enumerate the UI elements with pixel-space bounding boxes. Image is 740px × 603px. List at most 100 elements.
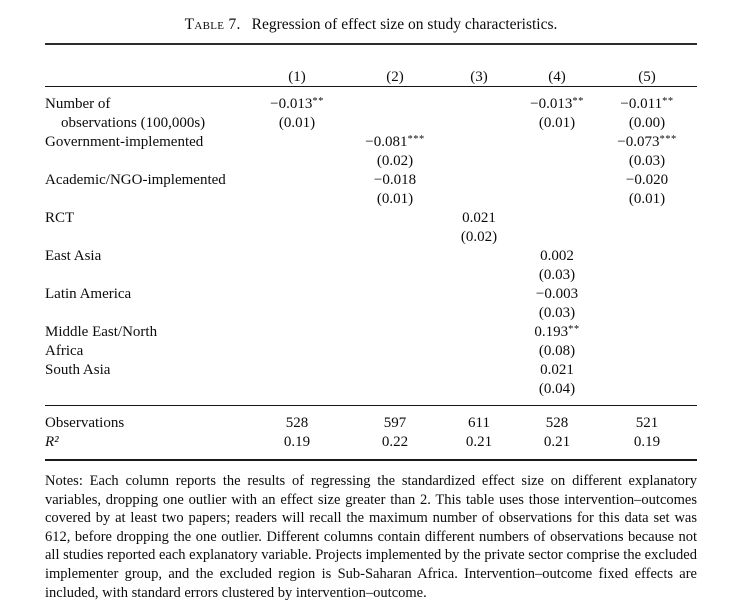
cell-value — [597, 323, 697, 342]
table-row: (0.04) — [45, 380, 697, 406]
column-header: (2) — [349, 44, 441, 87]
cell-value — [597, 304, 697, 323]
cell-value: −0.018 — [373, 172, 417, 188]
cell-value — [245, 361, 349, 380]
table-row: Observations 528 597 611 528 521 — [45, 406, 697, 434]
row-label: Latin America — [45, 286, 132, 302]
cell-value — [245, 133, 349, 152]
table-row: (0.01) (0.01) — [45, 190, 697, 209]
cell-value — [441, 171, 517, 190]
table-row: South Asia 0.021 — [45, 361, 697, 380]
cell-value — [441, 247, 517, 266]
row-label: Academic/NGO-implemented — [45, 172, 226, 188]
cell-value: (0.01) — [628, 191, 666, 207]
cell-value: 0.21 — [543, 434, 571, 450]
cell-value — [349, 209, 441, 228]
cell-value — [245, 228, 349, 247]
cell-value — [441, 266, 517, 285]
table-row: (0.02) — [45, 228, 697, 247]
table-row: Middle East/North 0.193** — [45, 323, 697, 342]
cell-value: 0.021 — [540, 362, 574, 378]
row-label: observations (100,000s) — [61, 115, 206, 131]
cell-value: −0.020 — [625, 172, 669, 188]
cell-value: 597 — [383, 415, 407, 431]
cell-value — [597, 247, 697, 266]
cell-value — [349, 114, 441, 133]
cell-value — [349, 87, 441, 115]
cell-value: (0.03) — [538, 305, 576, 321]
table-body: Number of −0.013** −0.013** −0.011** observa… — [45, 87, 697, 406]
row-label — [45, 228, 245, 247]
row-label: R² — [45, 434, 59, 450]
row-label: Africa — [45, 343, 84, 359]
regression-table: (1) (2) (3) (4) (5) Number of −0.013** −0.013*… — [45, 43, 697, 461]
cell-value — [349, 380, 441, 406]
cell-value — [517, 171, 597, 190]
row-label: Observations — [45, 415, 125, 431]
cell-value — [245, 304, 349, 323]
row-label — [45, 380, 245, 406]
cell-value — [597, 361, 697, 380]
table-stats: Observations 528 597 611 528 521 R² 0.19 0.22 0.2… — [45, 406, 697, 461]
table-row: (0.03) — [45, 266, 697, 285]
table-row: RCT 0.021 — [45, 209, 697, 228]
table-row: East Asia 0.002 — [45, 247, 697, 266]
cell-value: 0.21 — [465, 434, 493, 450]
significance-stars: ** — [312, 96, 324, 107]
table-row: Latin America −0.003 — [45, 285, 697, 304]
cell-value: 0.22 — [381, 434, 409, 450]
cell-value — [245, 171, 349, 190]
cell-value: (0.02) — [376, 153, 414, 169]
cell-value: 528 — [545, 415, 569, 431]
cell-value — [441, 190, 517, 209]
cell-value — [349, 361, 441, 380]
table-header: (1) (2) (3) (4) (5) — [45, 44, 697, 87]
cell-value: 0.19 — [633, 434, 661, 450]
row-label — [45, 190, 245, 209]
cell-value — [597, 380, 697, 406]
cell-value — [349, 323, 441, 342]
cell-value: 528 — [285, 415, 309, 431]
cell-value: −0.073*** — [617, 134, 677, 150]
cell-value — [597, 342, 697, 361]
cell-value: 521 — [635, 415, 659, 431]
cell-value: (0.03) — [628, 153, 666, 169]
table-row: Government-implemented −0.081*** −0.073*** — [45, 133, 697, 152]
cell-value — [517, 133, 597, 152]
cell-value — [441, 304, 517, 323]
row-label: Government-implemented — [45, 134, 204, 150]
cell-value — [517, 209, 597, 228]
cell-value: (0.01) — [376, 191, 414, 207]
cell-value — [441, 114, 517, 133]
cell-value: −0.081*** — [365, 134, 425, 150]
cell-value — [245, 342, 349, 361]
cell-value — [597, 285, 697, 304]
column-header: (3) — [441, 44, 517, 87]
cell-value: (0.04) — [538, 381, 576, 397]
cell-value — [441, 87, 517, 115]
cell-value — [517, 152, 597, 171]
header-spacer — [45, 44, 245, 87]
cell-value — [441, 323, 517, 342]
column-header: (5) — [597, 44, 697, 87]
row-label: Number of — [45, 96, 111, 112]
table-row: Academic/NGO-implemented −0.018 −0.020 — [45, 171, 697, 190]
column-header: (1) — [245, 44, 349, 87]
table-title: Table 7. Regression of effect size on stu… — [45, 0, 697, 36]
cell-value: −0.011** — [620, 96, 674, 112]
table-row: Africa (0.08) — [45, 342, 697, 361]
cell-value: 0.021 — [462, 210, 496, 226]
cell-value: 0.19 — [283, 434, 311, 450]
cell-value: −0.013** — [530, 96, 584, 112]
row-label: South Asia — [45, 362, 111, 378]
cell-value — [517, 228, 597, 247]
table-row: observations (100,000s) (0.01) (0.01) (0.00… — [45, 114, 697, 133]
cell-value — [245, 152, 349, 171]
header-row: (1) (2) (3) (4) (5) — [45, 44, 697, 87]
significance-stars: ** — [572, 96, 584, 107]
cell-value — [349, 266, 441, 285]
cell-value — [245, 190, 349, 209]
cell-value — [245, 209, 349, 228]
cell-value — [349, 285, 441, 304]
cell-value: −0.013** — [270, 96, 324, 112]
